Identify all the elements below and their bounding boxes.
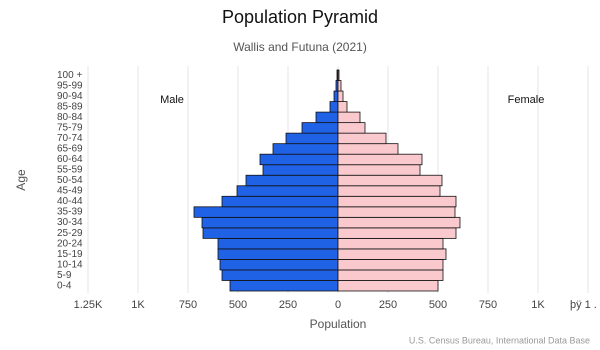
legend-label: Female bbox=[508, 94, 545, 106]
y-tick-label: 70-74 bbox=[57, 133, 83, 144]
bar bbox=[221, 269, 339, 281]
legend-label: Male bbox=[160, 94, 184, 106]
bar bbox=[202, 227, 339, 239]
chart-subtitle: Wallis and Futuna (2021) bbox=[233, 40, 367, 54]
bar bbox=[337, 280, 439, 292]
bar bbox=[221, 195, 339, 208]
bar bbox=[236, 185, 339, 197]
bar bbox=[337, 174, 443, 187]
bar bbox=[245, 174, 339, 187]
bar bbox=[333, 90, 339, 102]
bar bbox=[337, 80, 342, 92]
bar bbox=[217, 237, 339, 250]
bar bbox=[337, 237, 444, 250]
bar bbox=[337, 143, 399, 155]
bar bbox=[229, 280, 339, 292]
bar bbox=[315, 111, 339, 124]
bar bbox=[337, 248, 447, 260]
x-tick-label: 250 bbox=[379, 299, 397, 311]
bar bbox=[337, 195, 457, 208]
x-tick-label: 0 bbox=[335, 299, 341, 311]
bar bbox=[337, 216, 461, 229]
y-tick-label: 80-84 bbox=[57, 112, 83, 123]
bar bbox=[337, 153, 423, 166]
bar bbox=[272, 143, 339, 155]
x-tick-label: 500 bbox=[429, 299, 447, 311]
y-tick-label: 5-9 bbox=[57, 270, 72, 281]
x-tick-label: 250 bbox=[279, 299, 297, 311]
y-tick-label: 75-79 bbox=[57, 123, 83, 134]
y-tick-label: 55-59 bbox=[57, 165, 83, 176]
x-tick-label: 500 bbox=[229, 299, 247, 311]
bar bbox=[337, 101, 348, 113]
bar bbox=[337, 164, 421, 176]
y-tick-label: 45-49 bbox=[57, 186, 83, 197]
bar bbox=[337, 185, 441, 197]
x-tick-label: 750 bbox=[479, 299, 497, 311]
y-tick-label: 95-99 bbox=[57, 80, 83, 91]
x-tick-label: 1.25K bbox=[74, 299, 103, 311]
bar bbox=[259, 153, 339, 166]
y-tick-label: 25-29 bbox=[57, 228, 83, 239]
y-tick-label: 10-14 bbox=[57, 259, 83, 270]
chart-title: Population Pyramid bbox=[222, 7, 378, 27]
bar bbox=[337, 90, 344, 102]
y-tick-label: 0-4 bbox=[57, 280, 72, 291]
y-tick-label: 90-94 bbox=[57, 91, 83, 102]
bar bbox=[337, 132, 387, 145]
bar bbox=[219, 259, 339, 271]
x-axis-label: Population bbox=[310, 317, 367, 331]
y-tick-label: 60-64 bbox=[57, 154, 83, 165]
y-axis-label: Age bbox=[14, 169, 28, 191]
y-tick-label: 15-19 bbox=[57, 249, 83, 260]
x-tick-label: þÿ 1 . 2 bbox=[570, 299, 600, 311]
y-tick-label: 35-39 bbox=[57, 207, 83, 218]
y-tick-label: 40-44 bbox=[57, 196, 83, 207]
bar bbox=[337, 269, 444, 281]
bar bbox=[201, 216, 339, 229]
bar bbox=[337, 111, 361, 124]
y-tick-label: 30-34 bbox=[57, 217, 83, 228]
source: U.S. Census Bureau, International Data B… bbox=[409, 335, 590, 345]
bar bbox=[337, 259, 444, 271]
bar bbox=[262, 164, 339, 176]
y-tick-label: 50-54 bbox=[57, 175, 83, 186]
y-tick-label: 65-69 bbox=[57, 144, 83, 155]
bar bbox=[337, 69, 340, 81]
bar bbox=[301, 122, 339, 134]
bar bbox=[329, 101, 339, 113]
bar bbox=[337, 122, 366, 134]
bar bbox=[285, 132, 339, 145]
y-tick-label: 100 + bbox=[57, 70, 82, 81]
x-tick-label: 1K bbox=[131, 299, 145, 311]
bar bbox=[337, 227, 457, 239]
x-tick-label: 1K bbox=[531, 299, 545, 311]
y-tick-label: 85-89 bbox=[57, 101, 83, 112]
y-tick-label: 20-24 bbox=[57, 238, 83, 249]
bar bbox=[193, 206, 339, 218]
bar bbox=[217, 248, 339, 260]
x-tick-label: 750 bbox=[179, 299, 197, 311]
bar bbox=[337, 206, 456, 218]
